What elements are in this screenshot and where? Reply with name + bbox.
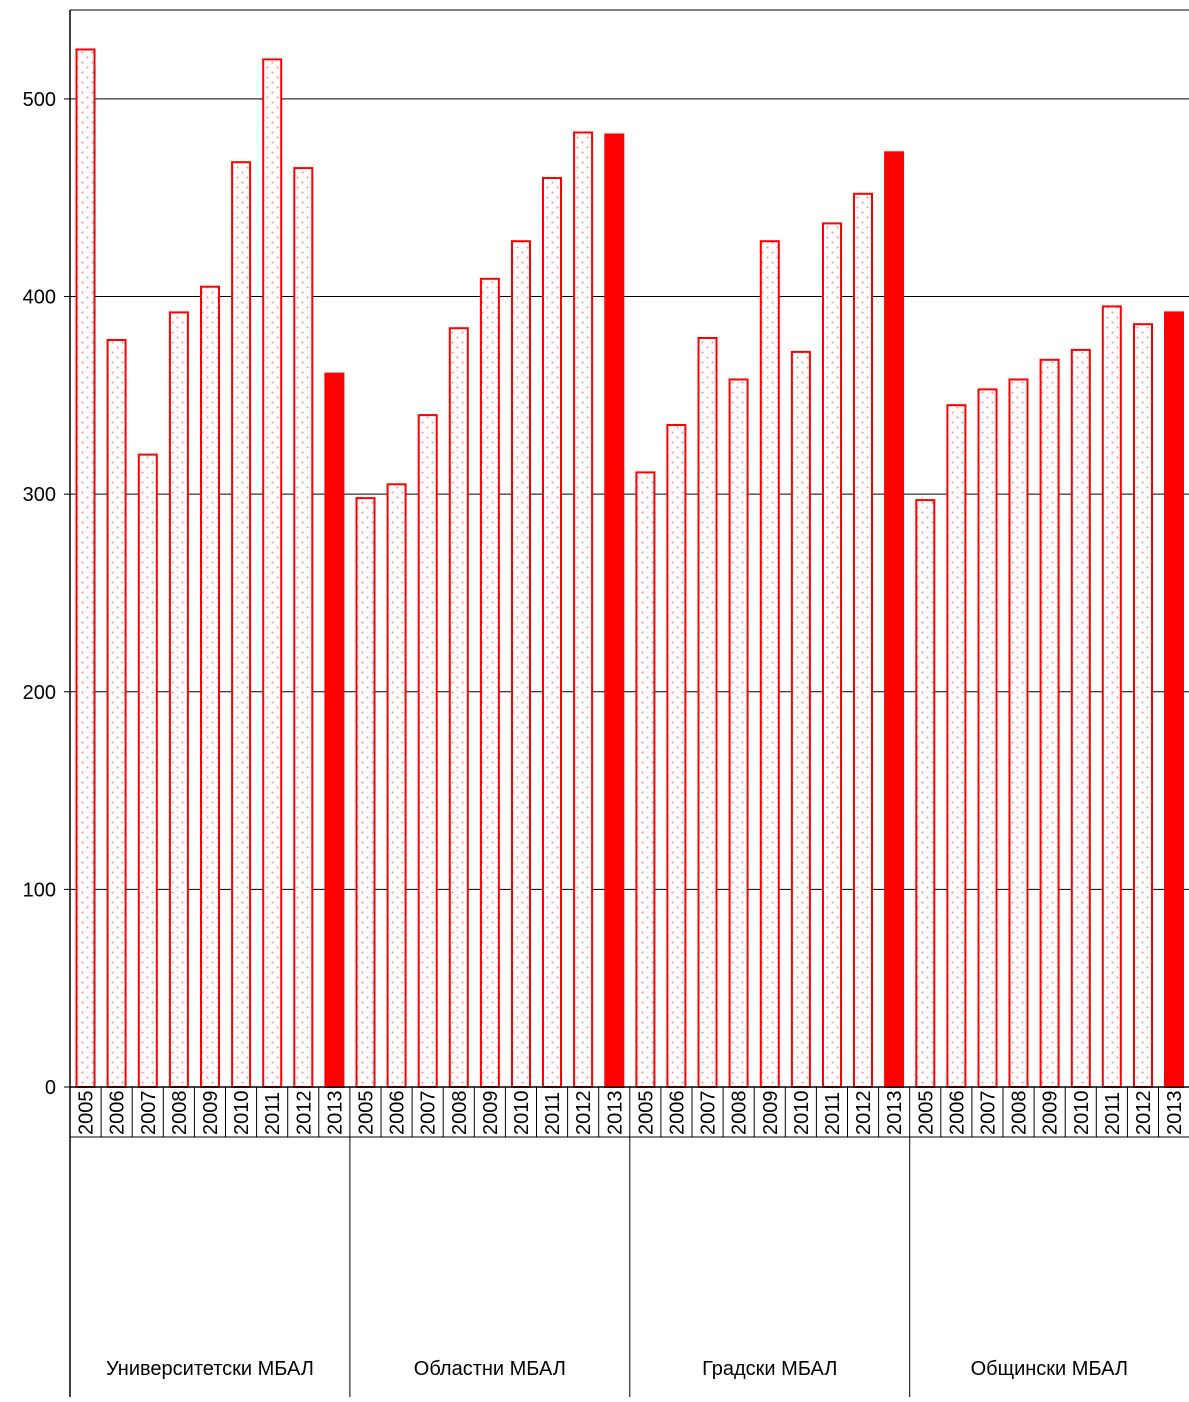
bar-3-2012 [1133,323,1153,1088]
y-tick-label-0: 0 [45,1077,56,1099]
x-tick-label-2-2009: 2009 [760,1091,782,1136]
bars [75,48,1184,1089]
x-tick-label-1-2006: 2006 [387,1091,409,1136]
bar-2-2007 [697,337,718,1088]
x-tick-label-3-2009: 2009 [1040,1091,1062,1136]
bar-1-2006 [386,483,407,1088]
x-tick-label-3-2013: 2013 [1164,1091,1186,1136]
x-tick-label-0-2010: 2010 [231,1091,253,1136]
bar-0-2005 [75,48,96,1088]
x-tick-label-1-2010: 2010 [511,1091,533,1136]
bar-2-2009 [759,240,780,1088]
bar-3-2011 [1101,305,1122,1088]
bar-1-2005 [355,497,376,1089]
bar-2-2013 [884,151,905,1089]
x-tick-label-0-2013: 2013 [324,1091,346,1136]
bar-1-2007 [417,414,438,1089]
bar-1-2009 [479,277,500,1088]
bar-3-2007 [977,388,998,1088]
bar-2-2005 [635,471,656,1088]
bar-3-2006 [946,404,967,1088]
x-tick-label-0-2008: 2008 [169,1091,191,1136]
gridlines [70,98,1189,890]
x-tick-label-3-2008: 2008 [1009,1091,1031,1136]
x-tick-label-0-2005: 2005 [76,1091,98,1136]
bar-3-2009 [1039,358,1060,1088]
bar-0-2011 [262,58,283,1088]
labels: 0 100 200 300 400 500 2005 2006 2007 2008 2009 2010… [23,89,1186,1380]
bar-1-2008 [448,327,469,1088]
x-tick-label-2-2006: 2006 [666,1091,688,1136]
bar-0-2006 [106,339,127,1088]
group-label-0: Университетски МБАЛ [106,1358,314,1380]
bar-2-2011 [822,222,842,1088]
x-tick-label-1-2013: 2013 [604,1091,626,1136]
bar-2-2006 [666,424,687,1088]
x-tick-label-2-2008: 2008 [729,1091,751,1136]
bar-0-2013 [324,372,345,1089]
x-tick-label-1-2008: 2008 [449,1091,471,1136]
bar-3-2005 [915,499,936,1089]
x-tick-label-0-2011: 2011 [262,1092,284,1135]
x-tick-label-2-2010: 2010 [791,1091,813,1136]
bar-1-2011 [542,177,562,1088]
bar-1-2013 [604,133,625,1088]
group-label-3: Общински МБАЛ [971,1358,1128,1380]
x-tick-label-3-2006: 2006 [946,1091,968,1136]
bar-0-2007 [137,453,158,1089]
x-tick-label-0-2006: 2006 [107,1091,129,1136]
y-tick-label-500: 500 [23,89,56,111]
x-tick-label-2-2011: 2011 [822,1092,844,1135]
x-tick-label-0-2012: 2012 [293,1091,315,1136]
x-tick-label-1-2007: 2007 [418,1091,440,1136]
bar-2-2010 [790,350,811,1088]
x-tick-label-1-2011: 2011 [542,1092,564,1135]
group-label-1: Областни МБАЛ [414,1358,566,1380]
bar-0-2010 [231,161,252,1088]
bar-3-2010 [1070,348,1091,1088]
bar-2-2008 [728,378,749,1088]
y-tick-label-100: 100 [23,879,56,901]
x-tick-label-3-2012: 2012 [1133,1091,1155,1136]
x-tick-label-1-2009: 2009 [480,1091,502,1136]
x-tick-label-3-2010: 2010 [1071,1091,1093,1136]
axes [64,9,1189,1397]
bar-1-2012 [573,131,594,1088]
bar-3-2008 [1008,378,1029,1088]
x-tick-label-1-2005: 2005 [355,1091,377,1136]
x-tick-label-3-2007: 2007 [977,1091,999,1136]
y-tick-label-400: 400 [23,287,56,309]
bar-0-2012 [293,167,314,1089]
x-tick-label-2-2005: 2005 [635,1091,657,1136]
bar-2-2012 [853,192,873,1089]
x-tick-label-2-2012: 2012 [853,1091,875,1136]
bar-0-2009 [200,285,220,1088]
x-tick-label-3-2011: 2011 [1102,1092,1124,1135]
x-tick-label-0-2007: 2007 [138,1091,160,1136]
y-tick-label-300: 300 [23,484,56,506]
bar-0-2008 [168,311,189,1088]
x-tick-label-3-2005: 2005 [915,1091,937,1136]
x-tick-label-2-2007: 2007 [698,1091,720,1136]
bar-3-2013 [1164,311,1184,1088]
x-tick-label-2-2013: 2013 [884,1091,906,1136]
y-tick-label-200: 200 [23,682,56,704]
x-tick-label-0-2009: 2009 [200,1091,222,1136]
group-label-2: Градски МБАЛ [702,1358,837,1380]
x-tick-label-1-2012: 2012 [573,1091,595,1136]
bar-1-2010 [511,240,531,1088]
